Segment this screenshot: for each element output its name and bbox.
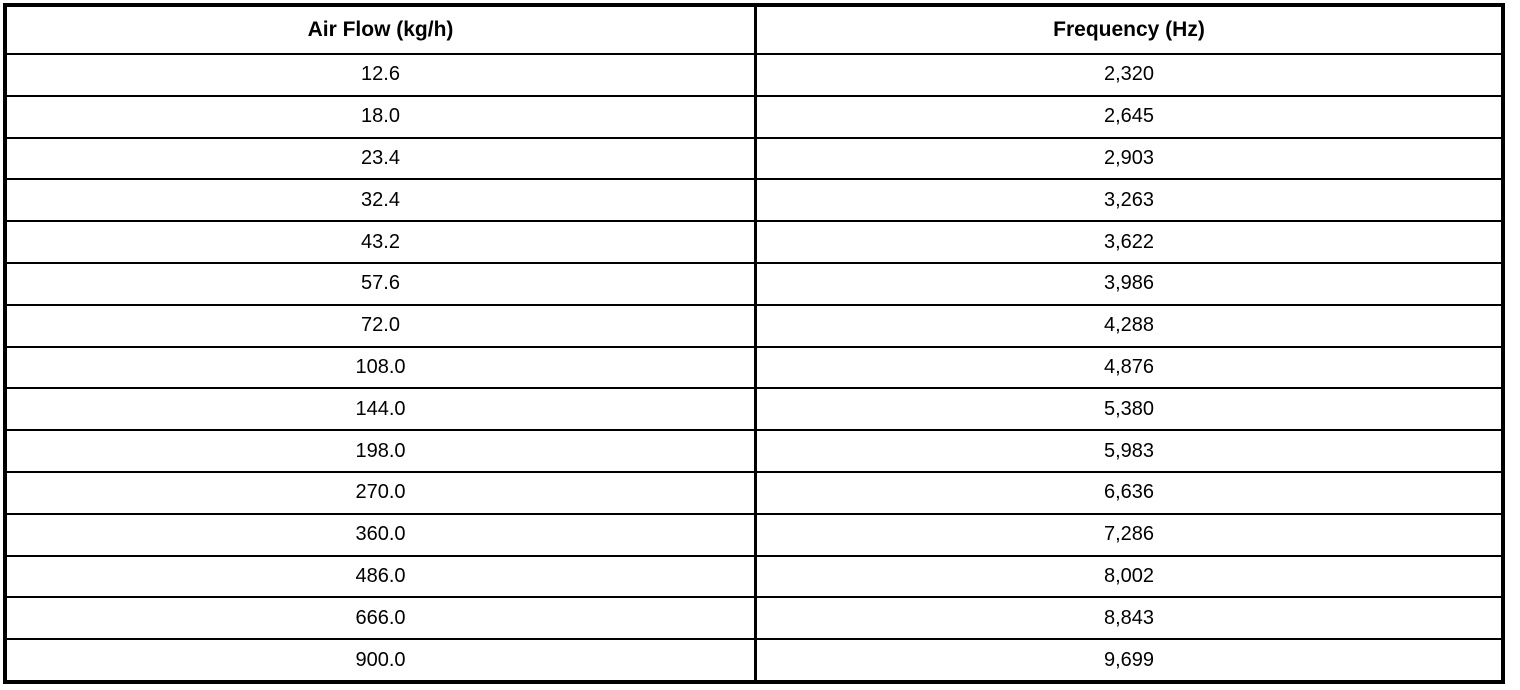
table-row: 32.4 3,263 — [7, 178, 1501, 222]
table-cell-air_flow: 144.0 — [7, 387, 757, 431]
table-cell-air_flow: 72.0 — [7, 303, 757, 347]
table-cell-frequency: 6,636 — [755, 470, 1501, 514]
table-cell-air_flow: 57.6 — [7, 261, 757, 305]
table-body: 12.6 2,320 18.0 2,645 23.4 2,903 32.4 3,263 43.2… — [7, 54, 1501, 680]
table-cell-frequency: 9,699 — [755, 638, 1501, 680]
data-table-container: Air Flow (kg/h) Frequency (Hz) 12.6 2,320… — [3, 3, 1505, 684]
column-header-frequency: Frequency (Hz) — [755, 7, 1501, 55]
table-cell-frequency: 8,002 — [755, 554, 1501, 598]
table-cell-frequency: 4,288 — [755, 303, 1501, 347]
table-cell-frequency: 2,645 — [755, 94, 1501, 138]
table-row: 270.0 6,636 — [7, 470, 1501, 514]
table-cell-frequency: 4,876 — [755, 345, 1501, 389]
table-cell-air_flow: 198.0 — [7, 429, 757, 472]
table-cell-air_flow: 18.0 — [7, 94, 757, 138]
table-row: 144.0 5,380 — [7, 387, 1501, 431]
table-row: 43.2 3,622 — [7, 220, 1501, 263]
table-cell-frequency: 3,263 — [755, 178, 1501, 222]
table-row: 72.0 4,288 — [7, 303, 1501, 347]
table-cell-frequency: 3,622 — [755, 220, 1501, 263]
air-flow-frequency-table: Air Flow (kg/h) Frequency (Hz) 12.6 2,320… — [7, 7, 1501, 680]
table-row: 486.0 8,002 — [7, 554, 1501, 598]
table-cell-frequency: 3,986 — [755, 261, 1501, 305]
table-cell-frequency: 5,380 — [755, 387, 1501, 431]
table-cell-frequency: 2,320 — [755, 54, 1501, 96]
table-cell-air_flow: 43.2 — [7, 220, 757, 263]
column-header-air-flow: Air Flow (kg/h) — [7, 7, 757, 55]
table-cell-frequency: 7,286 — [755, 512, 1501, 556]
table-row: 108.0 4,876 — [7, 345, 1501, 389]
table-row: 12.6 2,320 — [7, 54, 1501, 96]
table-cell-air_flow: 270.0 — [7, 470, 757, 514]
table-row: 57.6 3,986 — [7, 261, 1501, 305]
table-row: 360.0 7,286 — [7, 512, 1501, 556]
table-cell-air_flow: 12.6 — [7, 54, 757, 96]
table-cell-frequency: 5,983 — [755, 429, 1501, 472]
table-cell-air_flow: 486.0 — [7, 554, 757, 598]
table-cell-air_flow: 23.4 — [7, 136, 757, 180]
table-cell-air_flow: 108.0 — [7, 345, 757, 389]
table-header: Air Flow (kg/h) Frequency (Hz) — [7, 7, 1501, 55]
table-row: 666.0 8,843 — [7, 596, 1501, 640]
table-cell-air_flow: 32.4 — [7, 178, 757, 222]
table-row: 198.0 5,983 — [7, 429, 1501, 472]
table-cell-air_flow: 900.0 — [7, 638, 757, 680]
table-row: 18.0 2,645 — [7, 94, 1501, 138]
table-row: 900.0 9,699 — [7, 638, 1501, 680]
table-row: 23.4 2,903 — [7, 136, 1501, 180]
table-cell-frequency: 8,843 — [755, 596, 1501, 640]
table-cell-frequency: 2,903 — [755, 136, 1501, 180]
table-cell-air_flow: 666.0 — [7, 596, 757, 640]
table-header-row: Air Flow (kg/h) Frequency (Hz) — [7, 7, 1501, 55]
table-cell-air_flow: 360.0 — [7, 512, 757, 556]
